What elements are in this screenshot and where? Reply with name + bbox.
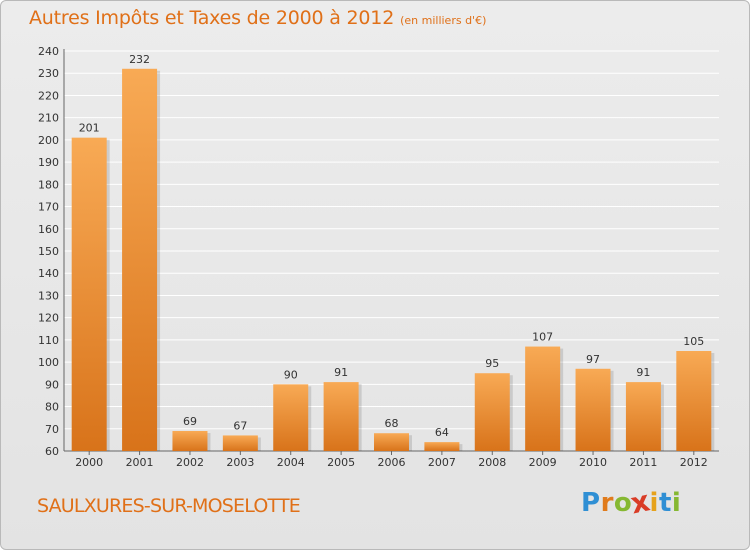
bar xyxy=(424,442,460,451)
bar xyxy=(575,368,611,451)
y-tick-label: 80 xyxy=(45,401,59,414)
data-label: 107 xyxy=(532,331,553,344)
bar xyxy=(374,433,409,451)
x-tick-label: 2012 xyxy=(680,456,708,469)
data-label: 64 xyxy=(435,426,449,439)
x-tick-label: 2003 xyxy=(226,456,254,469)
data-label: 91 xyxy=(636,366,650,379)
data-label: 201 xyxy=(79,122,100,135)
logo-letter: i xyxy=(649,488,659,518)
data-label: 67 xyxy=(233,419,247,432)
chart-unit-label: (en milliers d'€) xyxy=(400,14,487,27)
y-tick-label: 240 xyxy=(38,45,59,58)
y-tick-label: 150 xyxy=(38,245,59,258)
chart-title-text: Autres Impôts et Taxes de 2000 à 2012 xyxy=(29,7,395,29)
bar xyxy=(71,137,107,451)
x-tick-label: 2005 xyxy=(327,456,355,469)
data-label: 90 xyxy=(284,368,298,381)
x-tick-label: 2009 xyxy=(529,456,557,469)
x-tick-label: 2010 xyxy=(579,456,607,469)
x-tick-label: 2008 xyxy=(478,456,506,469)
y-tick-label: 170 xyxy=(38,201,59,214)
x-tick-label: 2001 xyxy=(126,456,154,469)
y-tick-label: 200 xyxy=(38,134,59,147)
y-tick-label: 220 xyxy=(38,89,59,102)
logo-letter: i xyxy=(671,488,682,518)
x-tick-label: 2002 xyxy=(176,456,204,469)
logo-letter: r xyxy=(600,488,614,518)
y-tick-label: 130 xyxy=(38,289,59,302)
logo-letter: o xyxy=(613,488,633,518)
y-tick-label: 180 xyxy=(38,178,59,191)
bar xyxy=(625,382,661,451)
y-tick-label: 190 xyxy=(38,156,59,169)
y-tick-label: 160 xyxy=(38,223,59,236)
y-tick-label: 110 xyxy=(38,334,59,347)
bar xyxy=(222,435,258,451)
y-tick-label: 70 xyxy=(45,423,59,436)
x-tick-label: 2006 xyxy=(378,456,406,469)
y-tick-label: 210 xyxy=(38,112,59,125)
y-tick-label: 230 xyxy=(38,67,59,80)
data-label: 69 xyxy=(183,415,197,428)
x-tick-label: 2007 xyxy=(428,456,456,469)
logo-letter: t xyxy=(658,488,672,518)
y-tick-label: 60 xyxy=(45,445,59,458)
x-tick-label: 2000 xyxy=(75,456,103,469)
commune-name: SAULXURES-SUR-MOSELOTTE xyxy=(37,495,301,517)
data-label: 97 xyxy=(586,353,600,366)
y-tick-label: 120 xyxy=(38,312,59,325)
data-label: 95 xyxy=(485,357,499,370)
bar xyxy=(122,68,158,452)
x-tick-label: 2004 xyxy=(277,456,305,469)
data-label: 105 xyxy=(683,335,704,348)
bar xyxy=(676,351,712,451)
proxiti-logo: Proxiti xyxy=(581,485,682,521)
chart-title: Autres Impôts et Taxes de 2000 à 2012 (en… xyxy=(29,7,486,29)
data-label: 91 xyxy=(334,366,348,379)
y-tick-label: 140 xyxy=(38,267,59,280)
x-tick-label: 2011 xyxy=(629,456,657,469)
bar xyxy=(474,373,510,451)
data-label: 68 xyxy=(385,417,399,430)
y-tick-label: 100 xyxy=(38,356,59,369)
bar xyxy=(172,431,208,451)
y-tick-label: 90 xyxy=(45,378,59,391)
logo-letter: P xyxy=(581,488,601,518)
data-label: 232 xyxy=(129,53,150,66)
bar xyxy=(323,382,359,451)
bar xyxy=(273,384,309,451)
bar xyxy=(525,346,561,451)
